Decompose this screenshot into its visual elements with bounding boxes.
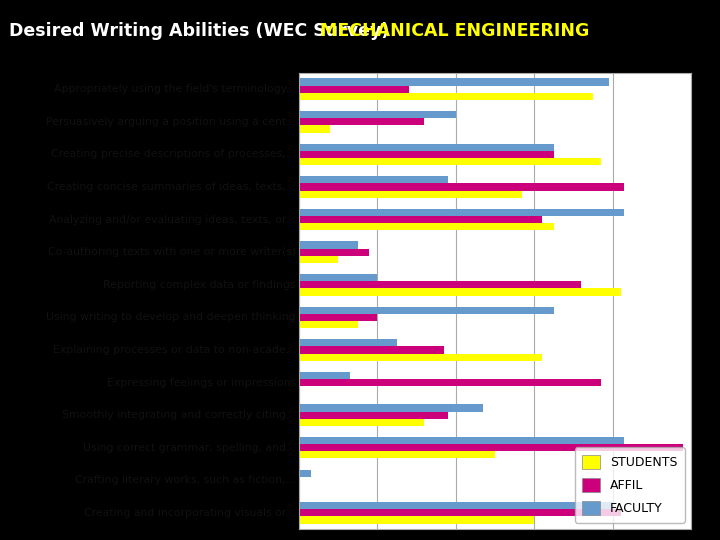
Text: MECHANICAL ENGINEERING: MECHANICAL ENGINEERING [320,22,590,40]
Bar [299,223,554,231]
Bar [299,191,523,198]
Bar [299,144,554,151]
Bar [299,307,554,314]
Text: Creating concise summaries of ideas, texts,...: Creating concise summaries of ideas, tex… [47,182,296,192]
Legend: STUDENTS, AFFIL, FACULTY: STUDENTS, AFFIL, FACULTY [575,447,685,523]
Bar [299,118,424,125]
Bar [299,444,683,451]
Bar [299,372,350,379]
Bar [299,281,581,288]
Bar [299,248,369,256]
Bar [299,502,613,509]
Bar [299,216,542,223]
Bar [299,346,444,354]
Bar [299,354,542,361]
Bar [299,158,601,165]
Text: Crafting literary works, such as fiction,...: Crafting literary works, such as fiction… [75,475,296,485]
Bar [299,404,483,411]
Bar [299,151,554,158]
Bar [299,451,495,458]
Bar [299,516,534,524]
Bar [299,125,330,132]
Bar [299,509,621,516]
Bar [299,314,377,321]
Bar [299,411,448,418]
Text: Using correct grammar, spelling, and...: Using correct grammar, spelling, and... [83,443,296,453]
Text: Appropriately using the field's terminology...: Appropriately using the field's terminol… [54,84,296,94]
Bar [299,379,601,386]
Text: Using writing to develop and deepen thinking: Using writing to develop and deepen thin… [46,312,296,322]
Text: Desired Writing Abilities (WEC Survey): Desired Writing Abilities (WEC Survey) [9,22,389,40]
Text: Persuasively arguing a position using a cent...: Persuasively arguing a position using a … [45,117,296,127]
Bar [299,470,310,477]
Bar [299,274,377,281]
Bar [299,288,621,295]
Bar [299,86,409,93]
Text: Expressing feelings or impressions: Expressing feelings or impressions [107,377,296,388]
Bar [299,209,624,216]
Bar [299,437,624,444]
Text: Reporting complex data or findings: Reporting complex data or findings [103,280,296,290]
Text: Explaining processes or data to non-acade...: Explaining processes or data to non-acad… [53,345,296,355]
Bar [299,339,397,346]
Bar [299,111,456,118]
Text: Co-authoring texts with one or more writer(s): Co-authoring texts with one or more writ… [48,247,296,257]
Bar [299,241,358,248]
Bar [299,184,624,191]
Bar [299,418,424,426]
Text: Creating precise descriptions of processes,...: Creating precise descriptions of process… [51,150,296,159]
Bar [299,256,338,263]
Bar [299,93,593,100]
Text: Creating and incorporating visuals or...: Creating and incorporating visuals or... [84,508,296,518]
Bar [299,321,358,328]
Text: Analyzing and/or evaluating ideas, texts, or...: Analyzing and/or evaluating ideas, texts… [49,214,296,225]
Bar [299,176,448,184]
Bar [299,78,609,86]
Text: Smoothly integrating and correctly citing...: Smoothly integrating and correctly citin… [62,410,296,420]
